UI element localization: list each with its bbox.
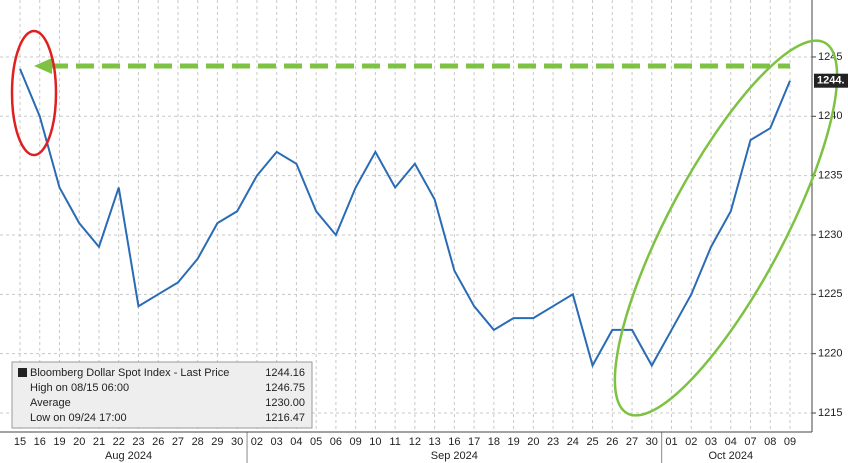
month-label: Sep 2024 (431, 450, 478, 462)
x-tick-label: 06 (330, 436, 342, 448)
plot-background (0, 0, 812, 432)
y-tick-label: 1245 (818, 51, 842, 63)
x-tick-label: 10 (369, 436, 381, 448)
x-tick-label: 01 (665, 436, 677, 448)
y-tick-label: 1220 (818, 348, 842, 360)
x-tick-label: 03 (705, 436, 717, 448)
x-tick-label: 04 (725, 436, 737, 448)
y-tick-label: 1215 (818, 407, 842, 419)
x-tick-label: 05 (310, 436, 322, 448)
x-tick-label: 04 (290, 436, 302, 448)
x-tick-label: 21 (93, 436, 105, 448)
x-tick-label: 16 (34, 436, 46, 448)
x-tick-label: 19 (53, 436, 65, 448)
legend-label: Average (30, 397, 71, 409)
legend-label: Bloomberg Dollar Spot Index - Last Price (30, 367, 229, 379)
x-tick-label: 20 (73, 436, 85, 448)
legend-box (11, 361, 313, 429)
x-tick-label: 12 (409, 436, 421, 448)
x-tick-label: 26 (152, 436, 164, 448)
x-tick-label: 11 (389, 436, 400, 448)
x-tick-label: 18 (488, 436, 500, 448)
legend-label: High on 08/15 06:00 (30, 382, 129, 394)
legend-label: Low on 09/24 17:00 (30, 412, 127, 424)
x-tick-label: 23 (547, 436, 559, 448)
x-tick-label: 30 (646, 436, 658, 448)
x-tick-label: 22 (113, 436, 125, 448)
month-label: Aug 2024 (105, 450, 152, 462)
last-price-tag: 1244. (817, 75, 845, 87)
legend-swatch (18, 368, 27, 377)
x-tick-label: 02 (685, 436, 697, 448)
x-tick-label: 13 (428, 436, 440, 448)
red-circle (10, 29, 58, 157)
green-circle (613, 39, 839, 417)
x-tick-label: 27 (172, 436, 184, 448)
legend-value: 1216.47 (265, 412, 305, 424)
y-tick-label: 1225 (818, 288, 842, 300)
x-tick-label: 29 (211, 436, 223, 448)
x-tick-label: 07 (744, 436, 756, 448)
x-tick-label: 24 (567, 436, 579, 448)
x-tick-label: 17 (468, 436, 480, 448)
x-tick-label: 02 (251, 436, 263, 448)
arrow-head (34, 58, 52, 74)
y-tick-label: 1240 (818, 110, 842, 122)
x-tick-label: 23 (132, 436, 144, 448)
x-tick-label: 09 (350, 436, 362, 448)
x-tick-label: 25 (586, 436, 598, 448)
x-tick-label: 27 (626, 436, 638, 448)
x-tick-label: 20 (527, 436, 539, 448)
y-tick-label: 1230 (818, 229, 842, 241)
legend-value: 1230.00 (265, 397, 305, 409)
x-tick-label: 15 (14, 436, 26, 448)
x-tick-label: 26 (606, 436, 618, 448)
legend-value: 1246.75 (265, 382, 305, 394)
x-tick-label: 30 (231, 436, 243, 448)
x-tick-label: 08 (764, 436, 776, 448)
price-line (19, 68, 791, 369)
y-tick-label: 1235 (818, 170, 842, 182)
x-tick-label: 16 (448, 436, 460, 448)
x-tick-label: 03 (271, 436, 283, 448)
x-tick-label: 19 (507, 436, 519, 448)
x-tick-label: 09 (784, 436, 796, 448)
legend-value: 1244.16 (265, 367, 305, 379)
last-price-box (814, 73, 848, 88)
x-tick-label: 28 (192, 436, 204, 448)
month-label: Oct 2024 (708, 450, 753, 462)
